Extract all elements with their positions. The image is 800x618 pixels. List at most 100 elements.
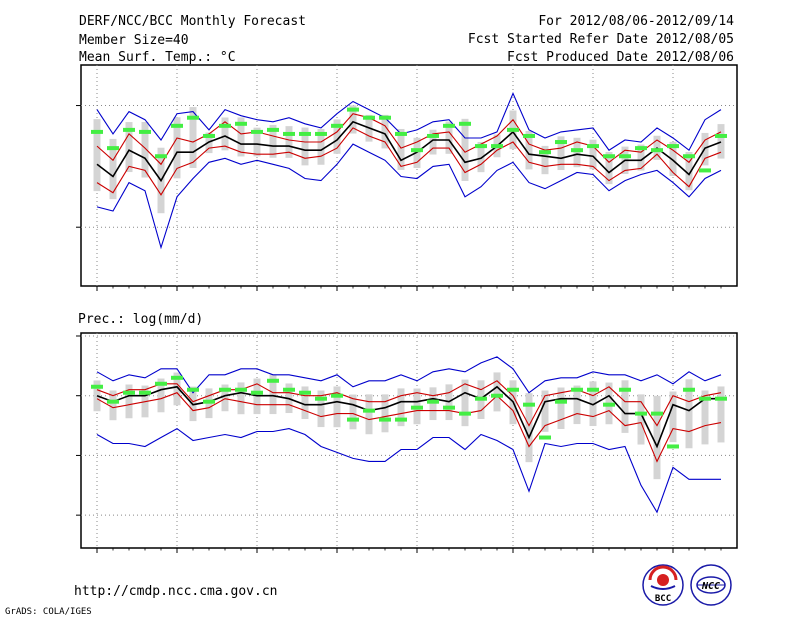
prec-upper-line xyxy=(96,380,722,427)
temp-spread-box xyxy=(525,130,533,170)
prec-spread-box xyxy=(221,384,229,412)
header-produced-date: Fcst Produced Date 2012/08/06 xyxy=(507,50,734,65)
temp-observed-marker xyxy=(171,123,183,128)
prec-spread-box xyxy=(157,378,165,413)
temp-observed-marker xyxy=(331,123,343,128)
temp-observed-marker xyxy=(427,133,439,138)
temp-observed-marker xyxy=(459,121,471,126)
temp-observed-marker xyxy=(507,127,519,132)
temp-spread-box xyxy=(461,118,469,181)
temp-observed-marker xyxy=(283,131,295,136)
prec-spread-box xyxy=(541,390,549,432)
prec-observed-marker xyxy=(91,384,103,389)
grads-credit: GrADS: COLA/IGES xyxy=(5,607,92,617)
temp-observed-marker xyxy=(235,121,247,126)
temp-spread-box xyxy=(109,138,117,200)
header-title: DERF/NCC/BCC Monthly Forecast xyxy=(79,14,306,29)
temp-observed-marker xyxy=(555,140,567,145)
temp-lower-line xyxy=(96,127,722,196)
temp-spread-box xyxy=(429,129,437,155)
ncc-logo: NCC xyxy=(690,564,732,606)
prec-observed-marker xyxy=(619,387,631,392)
prec-plot-frame xyxy=(80,332,738,549)
prec-spread-box xyxy=(685,379,693,449)
header-start-date: Fcst Started Refer Date 2012/08/05 xyxy=(468,32,734,47)
temp-observed-marker xyxy=(203,133,215,138)
prec-observed-marker xyxy=(587,387,599,392)
temp-spread-box xyxy=(125,122,133,173)
temp-observed-marker xyxy=(491,144,503,149)
temp-observed-marker xyxy=(395,131,407,136)
temp-spread-box xyxy=(317,128,325,165)
temp-spread-box xyxy=(573,137,581,168)
prec-observed-marker xyxy=(363,408,375,413)
prec-observed-marker xyxy=(315,396,327,401)
prec-observed-marker xyxy=(331,393,343,398)
temp-observed-marker xyxy=(315,131,327,136)
temp-spread-box xyxy=(189,107,197,168)
temp-spread-box xyxy=(637,144,645,171)
prec-spread-box xyxy=(461,379,469,427)
temp-spread-box xyxy=(285,126,293,158)
temperature-panel xyxy=(76,64,738,291)
temp-spread-box xyxy=(717,124,725,159)
prec-observed-marker xyxy=(427,399,439,404)
prec-observed-marker xyxy=(715,396,727,401)
prec-observed-marker xyxy=(299,390,311,395)
temp-observed-marker xyxy=(667,144,679,149)
temp-observed-marker xyxy=(299,131,311,136)
prec-observed-marker xyxy=(459,411,471,416)
temp-spread-box xyxy=(141,121,149,178)
prec-spread-box xyxy=(269,374,277,415)
prec-spread-box xyxy=(365,394,373,435)
temp-spread-box xyxy=(685,151,693,191)
temp-spread-box xyxy=(269,124,277,158)
temp-spread-box xyxy=(669,141,677,177)
prec-spread-box xyxy=(429,387,437,421)
prec-spread-box xyxy=(109,390,117,421)
prec-spread-box xyxy=(301,386,309,419)
footer-url: http://cmdp.ncc.cma.gov.cn xyxy=(74,584,278,599)
prec-observed-marker xyxy=(507,387,519,392)
prec-spread-box xyxy=(557,387,565,430)
prec-spread-box xyxy=(317,390,325,428)
prec-spread-box xyxy=(237,382,245,415)
prec-spread-box xyxy=(125,384,133,419)
temp-observed-marker xyxy=(523,133,535,138)
temp-observed-marker xyxy=(587,144,599,149)
prec-max-line xyxy=(96,356,722,394)
temp-upper-line xyxy=(96,113,722,166)
prec-spread-box xyxy=(173,372,181,406)
prec-observed-marker xyxy=(283,387,295,392)
temp-spread-box xyxy=(397,128,405,170)
temp-observed-marker xyxy=(107,146,119,151)
prec-min-line xyxy=(96,427,721,514)
temp-observed-marker xyxy=(699,168,711,173)
prec-spread-box xyxy=(701,390,709,445)
temp-spread-box xyxy=(605,151,613,185)
bcc-logo: BCC xyxy=(642,564,684,606)
temp-spread-box xyxy=(93,119,101,192)
prec-observed-marker xyxy=(475,396,487,401)
prec-observed-marker xyxy=(523,402,535,407)
prec-spread-box xyxy=(349,394,357,430)
temp-observed-marker xyxy=(91,129,103,134)
prec-observed-marker xyxy=(347,417,359,422)
prec-observed-marker xyxy=(651,411,663,416)
prec-spread-box xyxy=(589,381,597,427)
prec-observed-marker xyxy=(379,417,391,422)
temp-observed-marker xyxy=(187,115,199,120)
temp-observed-marker xyxy=(155,154,167,159)
temp-min-line xyxy=(96,143,722,250)
temp-observed-marker xyxy=(651,148,663,153)
prec-spread-box xyxy=(717,386,725,443)
temp-spread-box xyxy=(477,141,485,173)
prec-observed-marker xyxy=(155,381,167,386)
prec-spread-box xyxy=(621,380,629,433)
temp-spread-box xyxy=(221,117,229,151)
header-period: For 2012/08/06-2012/09/14 xyxy=(538,14,734,29)
temp-observed-marker xyxy=(715,133,727,138)
temp-observed-marker xyxy=(475,144,487,149)
precipitation-panel xyxy=(76,332,738,553)
